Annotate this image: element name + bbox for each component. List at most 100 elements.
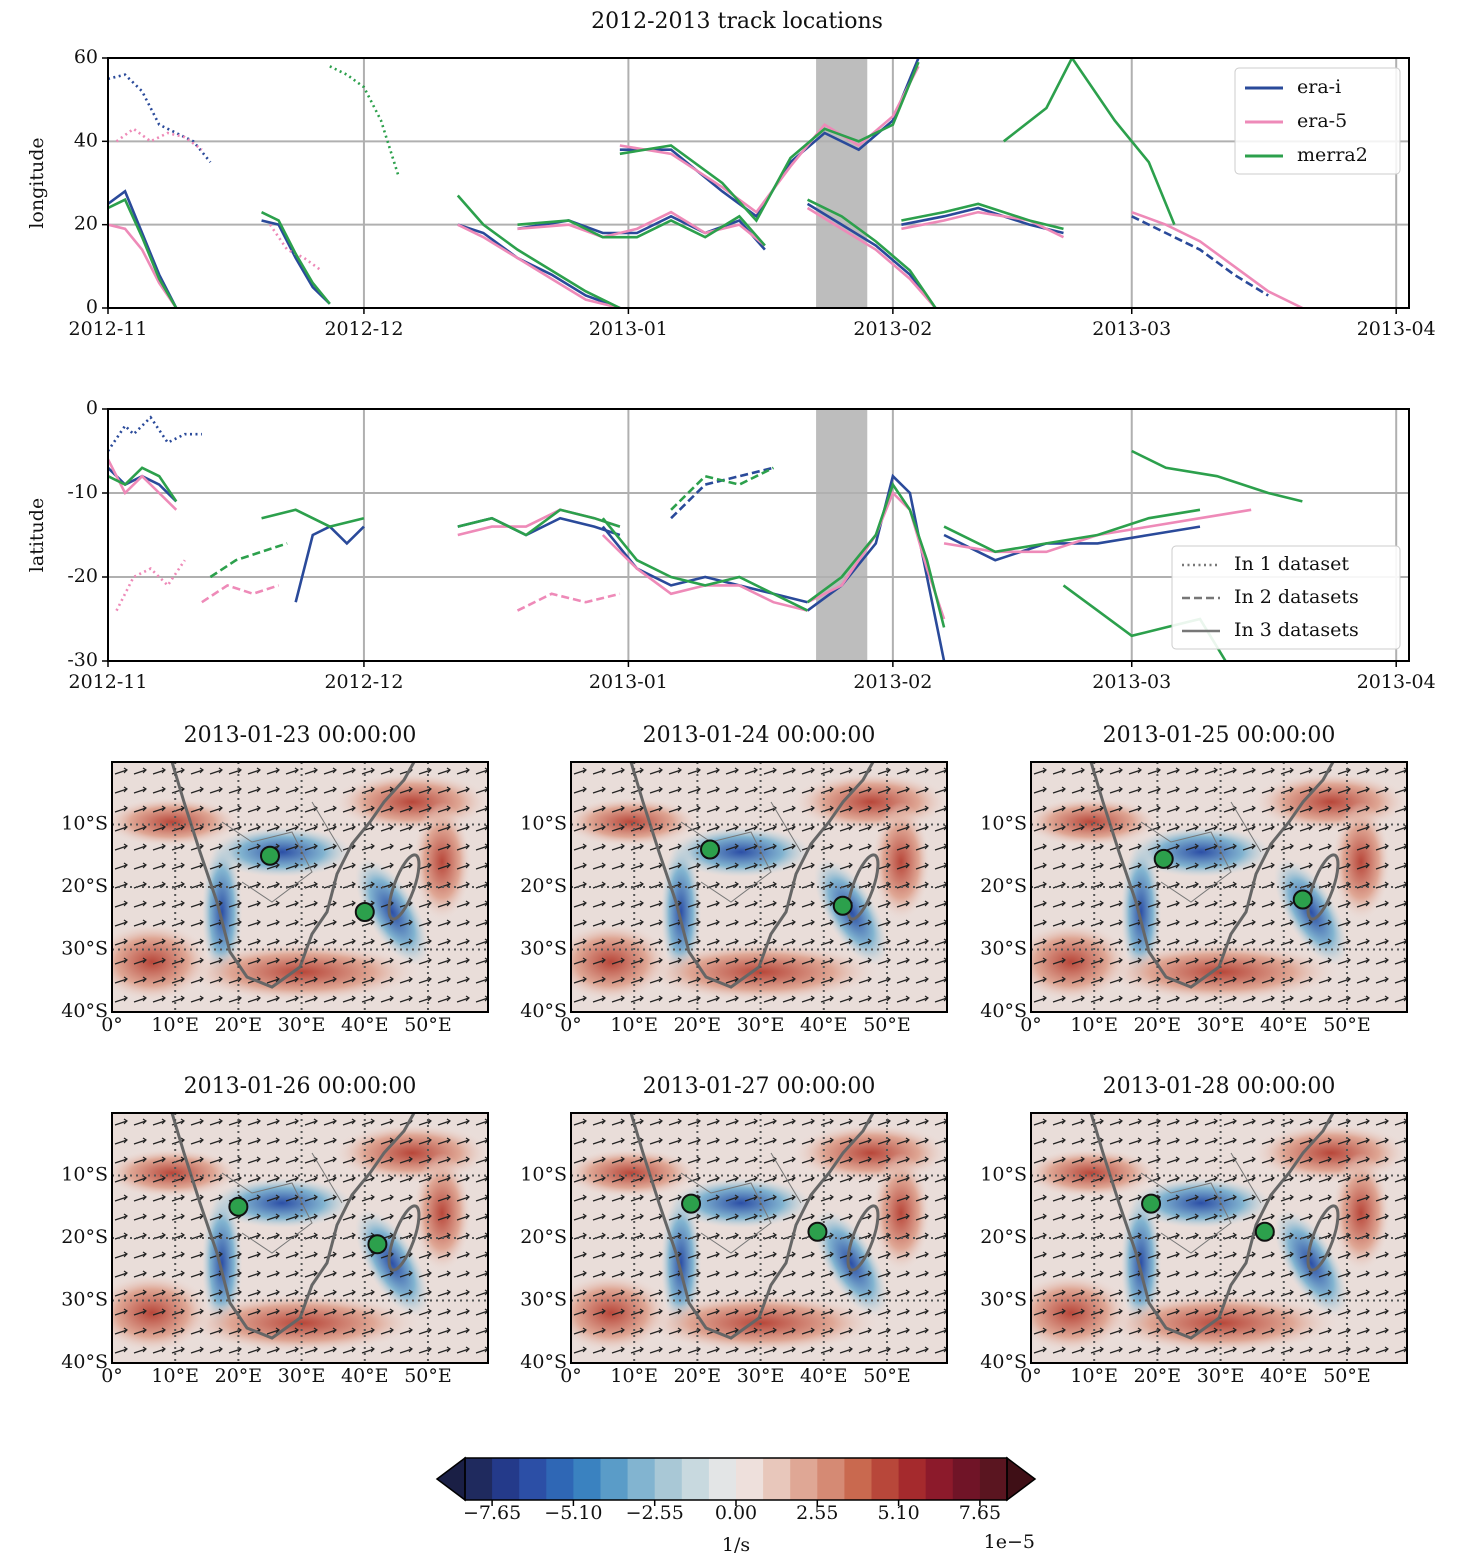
track-line — [329, 65, 400, 176]
colorbar-band — [925, 1458, 954, 1500]
x-tick-label: 50°E — [404, 1014, 452, 1036]
x-tick-label: 40°E — [1260, 1014, 1308, 1036]
track-line — [1131, 449, 1303, 503]
track-line — [261, 219, 331, 305]
colorbar-band — [898, 1458, 927, 1500]
track-line — [457, 223, 621, 308]
x-tick-label: 40°E — [800, 1014, 848, 1036]
map-frame — [570, 761, 948, 1013]
track-line — [457, 508, 621, 537]
track-line — [1002, 58, 1176, 226]
track-line — [806, 481, 946, 628]
track-line — [260, 210, 331, 305]
y-tick-label: 10°S — [980, 813, 1027, 835]
x-tick-label: 10°E — [610, 1365, 658, 1387]
tracks — [108, 58, 1303, 308]
y-tick-label: 40°S — [520, 1351, 567, 1373]
axes-frame — [107, 408, 1410, 662]
x-tick-label: 20°E — [674, 1365, 722, 1387]
colorbar-band — [519, 1458, 547, 1500]
track-line — [670, 466, 775, 511]
legend-label: era-i — [1297, 76, 1341, 98]
track-point — [1153, 848, 1174, 869]
track-point — [807, 1221, 828, 1242]
track-line — [108, 73, 212, 163]
y-tick-label: 40°S — [520, 1000, 567, 1022]
track-line — [209, 542, 288, 579]
y-tick-label: 10°S — [980, 1164, 1027, 1186]
y-tick-label: -20 — [67, 565, 98, 587]
x-tick-label: 20°E — [1134, 1014, 1182, 1036]
y-tick-label: 20°S — [520, 1226, 567, 1248]
y-tick-label: 30°S — [61, 938, 108, 960]
x-tick-label: 2012-12 — [324, 318, 403, 340]
track-line — [457, 508, 621, 537]
track-point — [228, 1196, 249, 1217]
x-tick-label: 10°E — [151, 1014, 199, 1036]
map-frame — [1030, 761, 1408, 1013]
colorbar-band — [627, 1458, 656, 1500]
track-line — [943, 508, 1201, 554]
colorbar-tick-label: 0.00 — [715, 1502, 757, 1524]
track-point — [1141, 1193, 1162, 1214]
y-tick-label: 0 — [86, 296, 98, 318]
x-tick-label: 50°E — [863, 1014, 911, 1036]
track-line — [115, 559, 186, 612]
figure-title: 2012-2013 track locations — [591, 9, 883, 34]
y-tick-label: 40°S — [980, 1000, 1027, 1022]
x-tick-label: 10°E — [1070, 1014, 1118, 1036]
x-tick-label: 2012-11 — [69, 671, 148, 693]
y-tick-label: 20°S — [520, 875, 567, 897]
x-tick-label: 40°E — [341, 1365, 389, 1387]
x-tick-label: 2012-12 — [324, 671, 403, 693]
track-point — [832, 895, 853, 916]
colorbar-tick-label: 5.10 — [877, 1502, 919, 1524]
track-line — [517, 210, 766, 247]
axes-frame — [107, 57, 1410, 309]
colorbar-band — [871, 1458, 900, 1500]
track-line — [619, 58, 920, 219]
colorbar-band — [681, 1458, 710, 1500]
colorbar-band — [790, 1458, 818, 1500]
x-tick-label: 50°E — [404, 1365, 452, 1387]
y-tick-label: 10°S — [61, 1164, 108, 1186]
x-tick-label: 30°E — [1197, 1365, 1245, 1387]
legend-box — [1171, 545, 1401, 650]
track-point — [1254, 1221, 1275, 1242]
track-line — [806, 490, 946, 620]
colorbar-extend-low — [435, 1456, 466, 1502]
map-title: 2013-01-25 00:00:00 — [1103, 723, 1336, 748]
x-tick-label: 0° — [101, 1365, 123, 1387]
x-tick-label: 0° — [101, 1014, 123, 1036]
x-tick-label: 2013-02 — [853, 671, 932, 693]
x-tick-label: 0° — [560, 1365, 582, 1387]
x-tick-label: 20°E — [1134, 1365, 1182, 1387]
legend-label: In 3 datasets — [1234, 619, 1359, 641]
y-tick-label: 60 — [74, 46, 98, 68]
colorbar-band — [736, 1458, 764, 1500]
x-tick-label: 40°E — [1260, 1365, 1308, 1387]
track-line — [108, 197, 178, 308]
colorbar-band — [817, 1458, 845, 1500]
colorbar-band — [654, 1458, 683, 1500]
colorbar-tick-label: 7.65 — [959, 1502, 1001, 1524]
x-tick-label: 30°E — [737, 1014, 785, 1036]
colorbar-band — [546, 1458, 574, 1500]
y-axis-label: latitude — [26, 498, 48, 572]
colorbar-band — [844, 1458, 872, 1500]
track-line — [269, 223, 323, 272]
track-point — [1292, 889, 1313, 910]
track-line — [456, 194, 621, 308]
x-tick-label: 30°E — [278, 1365, 326, 1387]
y-tick-label: -10 — [67, 481, 98, 503]
y-tick-label: 30°S — [520, 1289, 567, 1311]
colorbar-extend-high — [1006, 1456, 1037, 1502]
track-line — [901, 210, 1065, 239]
track-line — [294, 525, 365, 603]
track-line — [516, 592, 621, 612]
colorbar-band — [952, 1458, 981, 1500]
map-frame — [111, 761, 489, 1013]
y-tick-label: 20°S — [61, 1226, 108, 1248]
map-frame — [1030, 1112, 1408, 1364]
map-title: 2013-01-26 00:00:00 — [184, 1074, 417, 1099]
